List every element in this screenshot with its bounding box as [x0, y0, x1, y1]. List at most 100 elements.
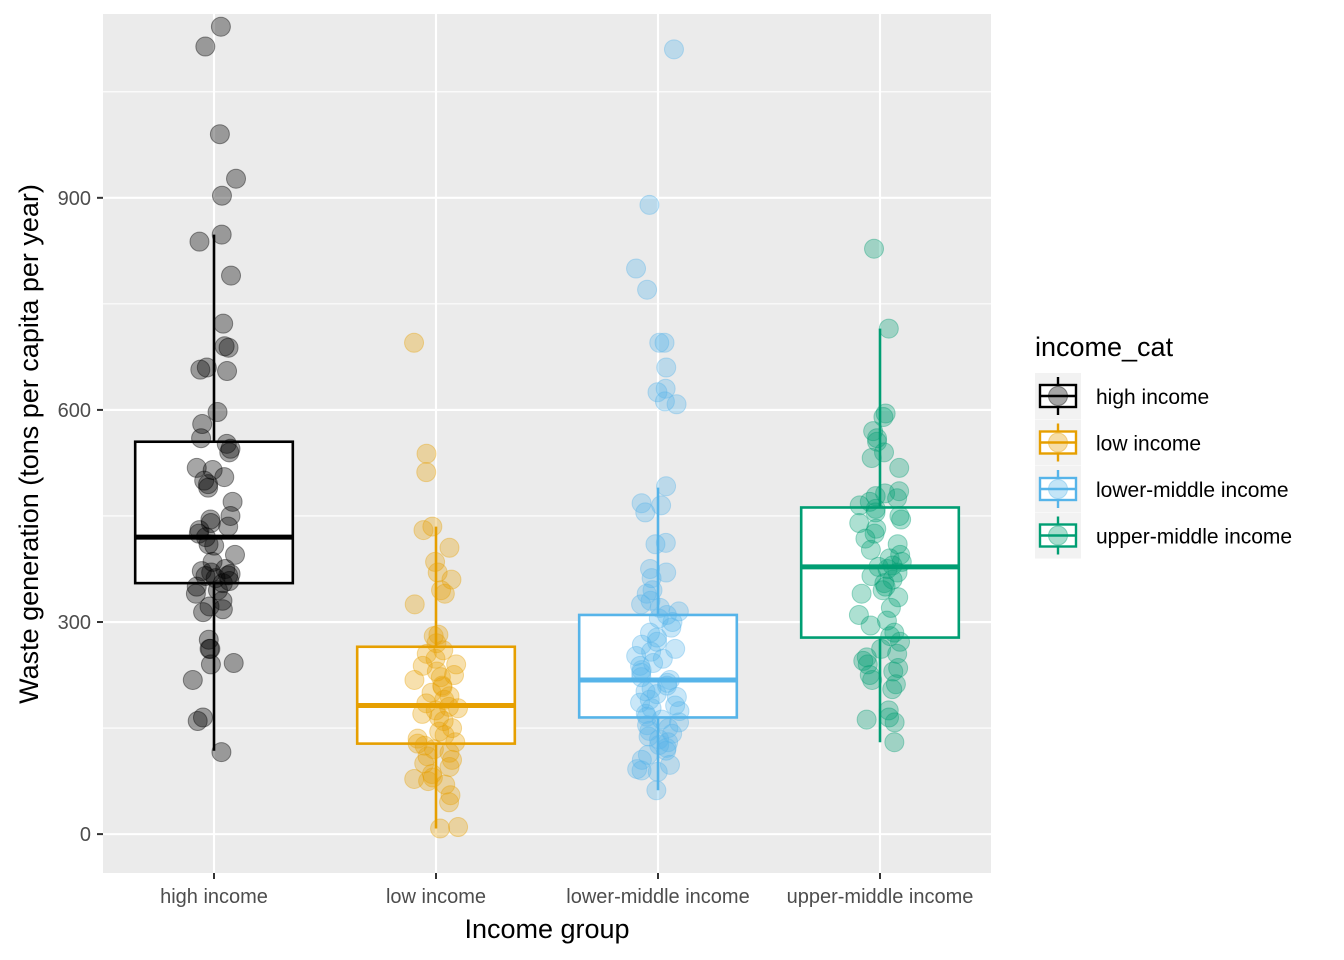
data-point: [861, 566, 882, 587]
data-point: [221, 265, 242, 286]
data-point: [656, 476, 677, 497]
data-point: [439, 537, 460, 558]
data-point: [189, 231, 210, 252]
data-point: [658, 718, 679, 739]
data-point: [631, 493, 652, 514]
data-point: [218, 516, 239, 537]
data-point: [651, 709, 672, 730]
data-point: [882, 679, 903, 700]
data-point: [642, 580, 663, 601]
data-point: [631, 660, 652, 681]
data-point: [891, 551, 912, 572]
data-point: [882, 555, 903, 576]
data-point: [626, 645, 647, 666]
data-point: [861, 447, 882, 468]
x-axis-title: Income group: [464, 914, 629, 944]
data-point: [637, 279, 658, 300]
legend-label: lower-middle income: [1096, 479, 1289, 502]
data-point: [656, 357, 677, 378]
boxes: [133, 234, 961, 829]
data-point: [439, 686, 460, 707]
data-point: [434, 689, 455, 710]
data-point: [205, 568, 226, 589]
x-tick-label: high income: [160, 886, 268, 908]
data-point: [413, 520, 434, 541]
box-iqr: [133, 440, 295, 585]
data-point: [856, 647, 877, 668]
data-point: [647, 627, 668, 648]
y-tick-label: 300: [58, 612, 91, 634]
data-point: [889, 505, 910, 526]
data-point: [888, 587, 909, 608]
data-point: [884, 622, 905, 643]
data-point: [637, 744, 658, 765]
data-point: [447, 698, 468, 719]
data-point: [635, 703, 656, 724]
data-point: [414, 753, 435, 774]
data-point: [867, 431, 888, 452]
data-point: [421, 682, 442, 703]
data-point: [198, 474, 219, 495]
data-point: [432, 677, 453, 698]
data-point: [652, 648, 673, 669]
data-point: [656, 740, 677, 761]
data-point: [849, 495, 870, 516]
legend-title: income_cat: [1035, 332, 1174, 362]
legend-key-point: [1048, 432, 1068, 453]
box-high-income: [133, 234, 295, 751]
data-point: [873, 406, 894, 427]
data-point: [189, 520, 210, 541]
data-point: [192, 707, 213, 728]
data-point: [879, 548, 900, 569]
box-iqr: [799, 506, 961, 639]
data-point: [440, 785, 461, 806]
data-point: [636, 706, 657, 727]
legend-label: low income: [1096, 433, 1201, 456]
data-point: [888, 657, 909, 678]
data-point: [645, 534, 666, 555]
data-point: [445, 732, 466, 753]
data-point: [665, 638, 686, 659]
data-point: [220, 438, 241, 459]
data-point: [879, 707, 900, 728]
data-point: [640, 558, 661, 579]
data-point: [880, 597, 901, 618]
legend-label: high income: [1096, 386, 1209, 409]
data-point: [649, 332, 670, 353]
data-point: [418, 771, 439, 792]
box-lower-middle-income: [577, 487, 739, 791]
data-point: [201, 562, 222, 583]
data-point: [200, 638, 221, 659]
data-point: [659, 754, 680, 775]
data-point: [194, 470, 215, 491]
data-point: [441, 569, 462, 590]
data-point: [431, 580, 452, 601]
data-point: [860, 615, 881, 636]
x-axis: high income low income lower-middle income…: [160, 873, 973, 908]
data-point: [887, 643, 908, 664]
data-point: [414, 735, 435, 756]
data-point: [198, 534, 219, 555]
data-point: [631, 760, 652, 781]
data-point: [421, 764, 442, 785]
data-point: [647, 382, 668, 403]
data-point: [855, 528, 876, 549]
data-point: [200, 654, 221, 675]
data-point: [669, 712, 690, 733]
data-point: [416, 643, 437, 664]
data-point: [442, 718, 463, 739]
data-point: [192, 414, 213, 435]
data-point: [212, 573, 233, 594]
data-point: [887, 534, 908, 555]
data-point: [668, 601, 689, 622]
data-point: [848, 604, 869, 625]
data-point: [631, 749, 652, 770]
data-point: [428, 624, 449, 645]
data-point: [884, 712, 905, 733]
data-point: [856, 709, 877, 730]
data-point: [412, 655, 433, 676]
data-point: [439, 756, 460, 777]
legend-key-high-income: high income: [1035, 373, 1209, 419]
data-point: [638, 726, 659, 747]
data-point: [444, 665, 465, 686]
